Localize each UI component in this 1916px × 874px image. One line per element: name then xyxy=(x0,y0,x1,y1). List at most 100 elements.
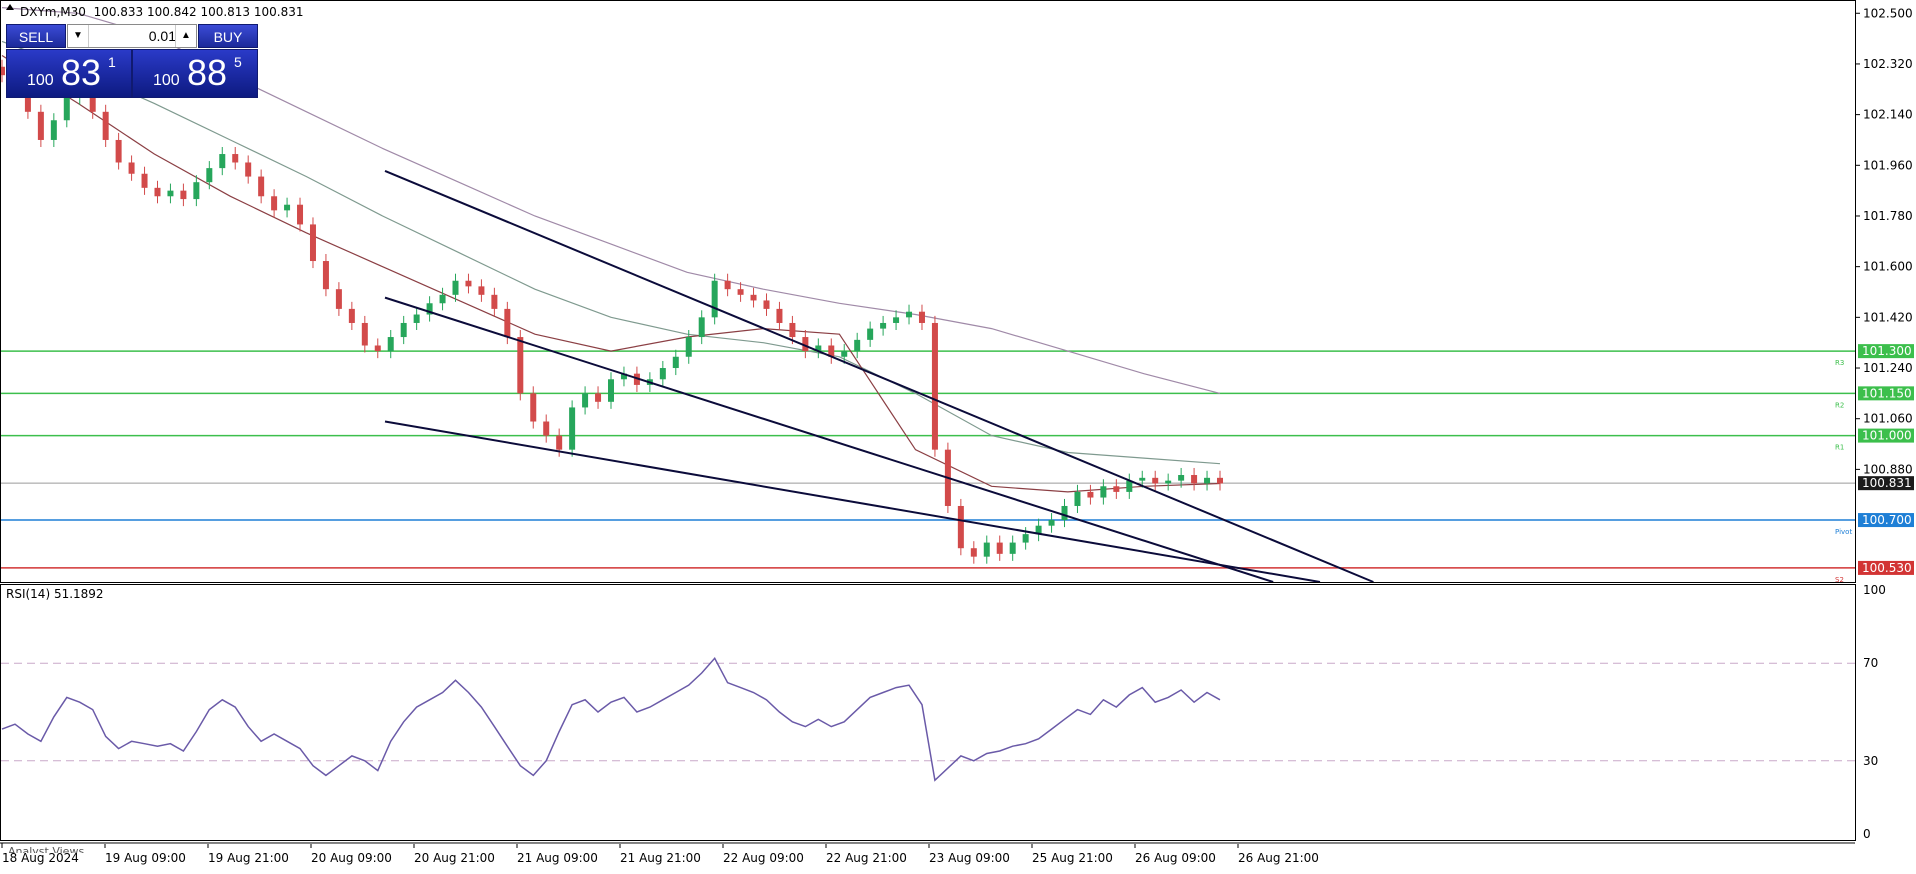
candle-body xyxy=(297,204,304,225)
candle-body xyxy=(141,173,148,188)
level-price-label: 101.300 xyxy=(1862,344,1912,358)
candle-body xyxy=(63,97,70,121)
candle-body xyxy=(763,300,770,309)
price-tick-label: 102.140 xyxy=(1863,108,1913,122)
candle-body xyxy=(698,317,705,338)
time-tick-label: 26 Aug 21:00 xyxy=(1238,851,1319,865)
sell-button[interactable]: SELL xyxy=(6,24,66,48)
channel-line[interactable] xyxy=(384,420,1321,583)
sell-price-major: 100 xyxy=(27,72,54,89)
analyst-views-tab[interactable]: Analyst Views xyxy=(4,843,1854,853)
time-tick-label: 19 Aug 21:00 xyxy=(208,851,289,865)
level-tag: R1 xyxy=(1835,444,1844,452)
buy-button[interactable]: BUY xyxy=(198,24,258,48)
buy-price-box[interactable]: 100 88 5 xyxy=(132,49,258,98)
rsi-pane[interactable] xyxy=(1,656,1855,782)
lot-decrease-icon[interactable]: ▼ xyxy=(68,25,89,47)
time-tick-label: 20 Aug 09:00 xyxy=(311,851,392,865)
price-tick-label: 101.060 xyxy=(1863,412,1913,426)
channel-line[interactable] xyxy=(384,296,1274,583)
candle-body xyxy=(102,111,109,140)
rsi-pane-frame xyxy=(0,584,1856,841)
rsi-tick-label: 70 xyxy=(1863,656,1878,670)
time-tick-label: 21 Aug 09:00 xyxy=(517,851,598,865)
level-price-label: 101.000 xyxy=(1862,429,1912,443)
moving-average-line xyxy=(1,54,1221,493)
candle-body xyxy=(232,154,239,163)
buy-price-fraction: 5 xyxy=(234,54,242,70)
candle-body xyxy=(750,294,757,301)
time-tick-label: 23 Aug 09:00 xyxy=(929,851,1010,865)
level-price-label: 100.530 xyxy=(1862,561,1912,575)
candle-body xyxy=(957,505,964,549)
candle-body xyxy=(1074,491,1081,506)
candle-body xyxy=(1048,520,1055,526)
sell-price-box[interactable]: 100 83 1 xyxy=(6,49,132,98)
candle-body xyxy=(815,345,822,352)
candle-body xyxy=(1035,525,1042,535)
candle-body xyxy=(1165,480,1172,484)
candle-body xyxy=(854,339,861,352)
candle-body xyxy=(569,407,576,450)
level-price-box xyxy=(1858,513,1914,528)
time-tick-label: 22 Aug 09:00 xyxy=(723,851,804,865)
candle-body xyxy=(685,337,692,357)
candle-body xyxy=(413,314,420,323)
candle-body xyxy=(1204,477,1211,484)
candle-body xyxy=(582,393,589,408)
candle-body xyxy=(206,168,213,183)
candle-body xyxy=(322,261,329,290)
time-tick-label: 25 Aug 21:00 xyxy=(1032,851,1113,865)
price-tick-label: 102.320 xyxy=(1863,57,1913,71)
candle-body xyxy=(478,286,485,295)
candle-body xyxy=(258,176,265,197)
level-price-box xyxy=(1858,428,1914,443)
candle-body xyxy=(841,351,848,357)
one-click-trading-panel: SELL ▼ ▲ BUY 100 83 1 100 88 5 xyxy=(6,24,258,98)
candle-body xyxy=(595,393,602,402)
candle-body xyxy=(1217,477,1223,484)
candle-body xyxy=(789,322,796,338)
candle-body xyxy=(1087,491,1094,498)
expand-arrow-icon[interactable] xyxy=(6,4,14,10)
symbol-timeframe: DXYm,M30 xyxy=(20,5,86,19)
candle-body xyxy=(608,379,614,402)
price-pane[interactable]: R3 R2 R1 Pivot S2 xyxy=(0,7,1855,584)
lot-size-input[interactable] xyxy=(90,25,178,47)
candle-body xyxy=(1139,477,1146,481)
price-tick-label: 101.960 xyxy=(1863,158,1913,172)
candle-body xyxy=(724,280,731,290)
level-tag: R3 xyxy=(1835,359,1844,367)
time-tick-label: 21 Aug 21:00 xyxy=(620,851,701,865)
candle-body xyxy=(348,308,355,323)
channel-line[interactable] xyxy=(384,170,1374,583)
candle-body xyxy=(24,89,31,112)
time-tick-label: 22 Aug 21:00 xyxy=(826,851,907,865)
chart-header: DXYm,M30 100.833 100.842 100.813 100.831 xyxy=(20,5,304,19)
candle-body xyxy=(918,311,925,323)
level-price-label: 101.150 xyxy=(1862,386,1912,400)
candle-body xyxy=(361,322,368,346)
sell-price-pips: 83 xyxy=(61,52,102,93)
candle-body xyxy=(400,322,407,338)
candle-body xyxy=(309,224,316,262)
candle-body xyxy=(530,393,537,422)
candle-body xyxy=(504,308,511,338)
time-tick-label: 20 Aug 21:00 xyxy=(414,851,495,865)
candle-body xyxy=(0,66,5,76)
candle-body xyxy=(931,322,938,450)
price-tick-label: 102.500 xyxy=(1863,6,1913,20)
candle-body xyxy=(128,162,135,174)
candle-body xyxy=(180,190,187,200)
candle-body xyxy=(284,204,291,211)
candle-body xyxy=(37,111,44,140)
lot-increase-icon[interactable]: ▲ xyxy=(175,25,196,47)
price-tick-label: 101.420 xyxy=(1863,310,1913,324)
current-price-label: 100.831 xyxy=(1862,476,1912,490)
candle-body xyxy=(426,303,433,315)
candle-body xyxy=(1100,486,1107,498)
candle-body xyxy=(1191,475,1198,484)
candle-body xyxy=(1178,475,1185,481)
